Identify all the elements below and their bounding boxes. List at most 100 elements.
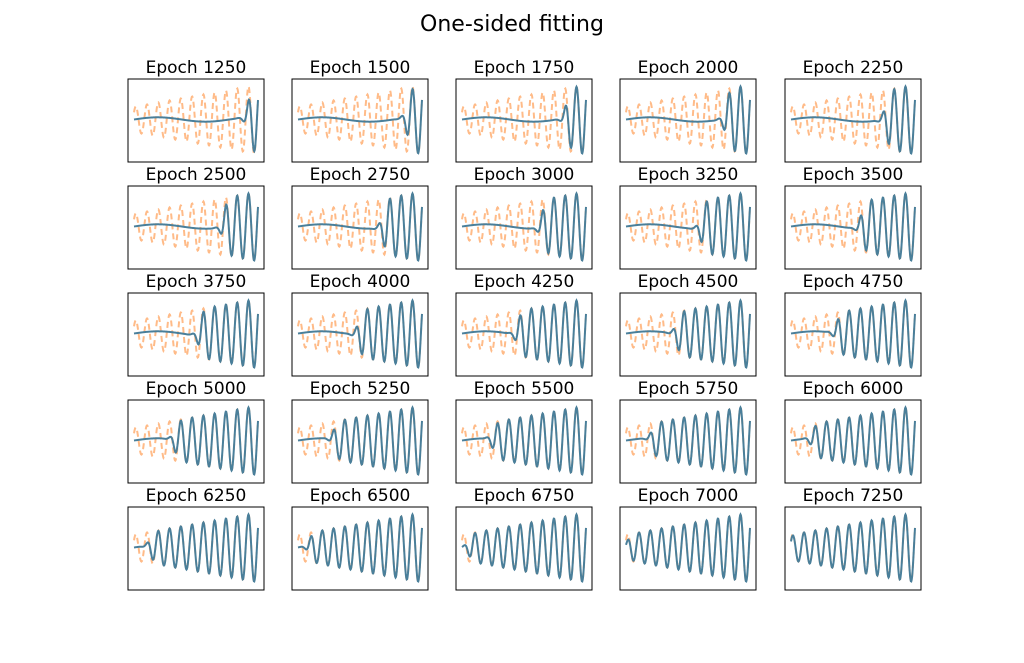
fit-series-line (297, 512, 423, 583)
panel-title: Epoch 6000 (803, 379, 904, 399)
panel-frame (619, 506, 757, 591)
chart-panel: Epoch 5000 (127, 379, 265, 484)
panel-frame (127, 399, 265, 484)
panel-title: Epoch 2000 (638, 58, 739, 78)
panel-title: Epoch 5250 (310, 379, 411, 399)
target-series-line (133, 84, 259, 155)
panel-title: Epoch 1750 (474, 58, 575, 78)
chart-panel: Epoch 1500 (291, 58, 429, 163)
panel-title: Epoch 4000 (310, 272, 411, 292)
panel-title: Epoch 5750 (638, 379, 739, 399)
chart-panel: Epoch 6250 (127, 486, 265, 591)
panel-title: Epoch 3000 (474, 165, 575, 185)
fit-series-line (461, 512, 587, 583)
panel-title: Epoch 6750 (474, 486, 575, 506)
fit-series-line (133, 98, 259, 154)
fit-series-line (790, 512, 916, 583)
fit-series-line (461, 298, 587, 369)
panel-frame (455, 185, 593, 270)
panel-title: Epoch 3750 (146, 272, 247, 292)
chart-panel: Epoch 6000 (784, 379, 922, 484)
panel-title: Epoch 5000 (146, 379, 247, 399)
fit-series-line (625, 84, 751, 155)
panel-frame (619, 292, 757, 377)
fit-series-line (461, 191, 587, 262)
panel-title: Epoch 2500 (146, 165, 247, 185)
panel-frame (784, 78, 922, 163)
panel-title: Epoch 2250 (803, 58, 904, 78)
chart-panel: Epoch 4750 (784, 272, 922, 377)
panel-grid: Epoch 1250 Epoch 1500 Epoch 1750 Epoch 2000… (127, 58, 922, 591)
panel-frame (291, 185, 429, 270)
chart-panel: Epoch 7000 (619, 486, 757, 591)
panel-title: Epoch 6250 (146, 486, 247, 506)
panel-title: Epoch 4500 (638, 272, 739, 292)
chart-panel: Epoch 2250 (784, 58, 922, 163)
panel-title: Epoch 1500 (310, 58, 411, 78)
chart-panel: Epoch 3750 (127, 272, 265, 377)
panel-title: Epoch 2750 (310, 165, 411, 185)
panel-frame (784, 185, 922, 270)
chart-panel: Epoch 3500 (784, 165, 922, 270)
chart-panel: Epoch 3250 (619, 165, 757, 270)
chart-panel: Epoch 4500 (619, 272, 757, 377)
chart-panel: Epoch 3000 (455, 165, 593, 270)
panel-title: Epoch 1250 (146, 58, 247, 78)
panel-frame (127, 292, 265, 377)
chart-panel: Epoch 5750 (619, 379, 757, 484)
chart-panel: Epoch 2500 (127, 165, 265, 270)
target-series-line (461, 84, 587, 155)
fit-series-line (790, 298, 916, 369)
fit-series-line (625, 298, 751, 369)
fit-series-line (297, 87, 423, 155)
panel-frame (619, 185, 757, 270)
chart-panel: Epoch 6750 (455, 486, 593, 591)
fit-series-line (625, 405, 751, 476)
fit-series-line (133, 298, 259, 369)
chart-panel: Epoch 6500 (291, 486, 429, 591)
fit-series-line (297, 298, 423, 369)
fit-series-line (625, 512, 751, 583)
panel-title: Epoch 7250 (803, 486, 904, 506)
panel-frame (784, 292, 922, 377)
fit-series-line (297, 191, 423, 262)
panel-frame (784, 399, 922, 484)
panel-frame (455, 506, 593, 591)
fit-series-line (461, 84, 587, 155)
panel-frame (291, 78, 429, 163)
chart-panel: Epoch 1750 (455, 58, 593, 163)
chart-panel: Epoch 5250 (291, 379, 429, 484)
panel-frame (291, 506, 429, 591)
panel-frame (291, 399, 429, 484)
fit-series-line (790, 84, 916, 155)
panel-frame (619, 399, 757, 484)
panel-frame (455, 78, 593, 163)
fit-series-line (133, 191, 259, 262)
panel-frame (291, 292, 429, 377)
panel-frame (619, 78, 757, 163)
panel-title: Epoch 6500 (310, 486, 411, 506)
panel-frame (127, 506, 265, 591)
chart-panel: Epoch 4000 (291, 272, 429, 377)
target-series-line (297, 84, 423, 155)
panel-frame (455, 399, 593, 484)
fit-series-line (461, 405, 587, 476)
panel-frame (127, 185, 265, 270)
panel-frame (784, 506, 922, 591)
panel-title: Epoch 5500 (474, 379, 575, 399)
chart-panel: Epoch 7250 (784, 486, 922, 591)
chart-panel: Epoch 5500 (455, 379, 593, 484)
panel-title: Epoch 7000 (638, 486, 739, 506)
panel-frame (127, 78, 265, 163)
fit-series-line (790, 405, 916, 476)
chart-panel: Epoch 4250 (455, 272, 593, 377)
panel-title: Epoch 4250 (474, 272, 575, 292)
panel-title: Epoch 3500 (803, 165, 904, 185)
fit-series-line (625, 191, 751, 262)
fit-series-line (297, 405, 423, 476)
fit-series-line (133, 512, 259, 583)
target-series-line (625, 84, 751, 155)
chart-panel: Epoch 2750 (291, 165, 429, 270)
panel-frame (455, 292, 593, 377)
